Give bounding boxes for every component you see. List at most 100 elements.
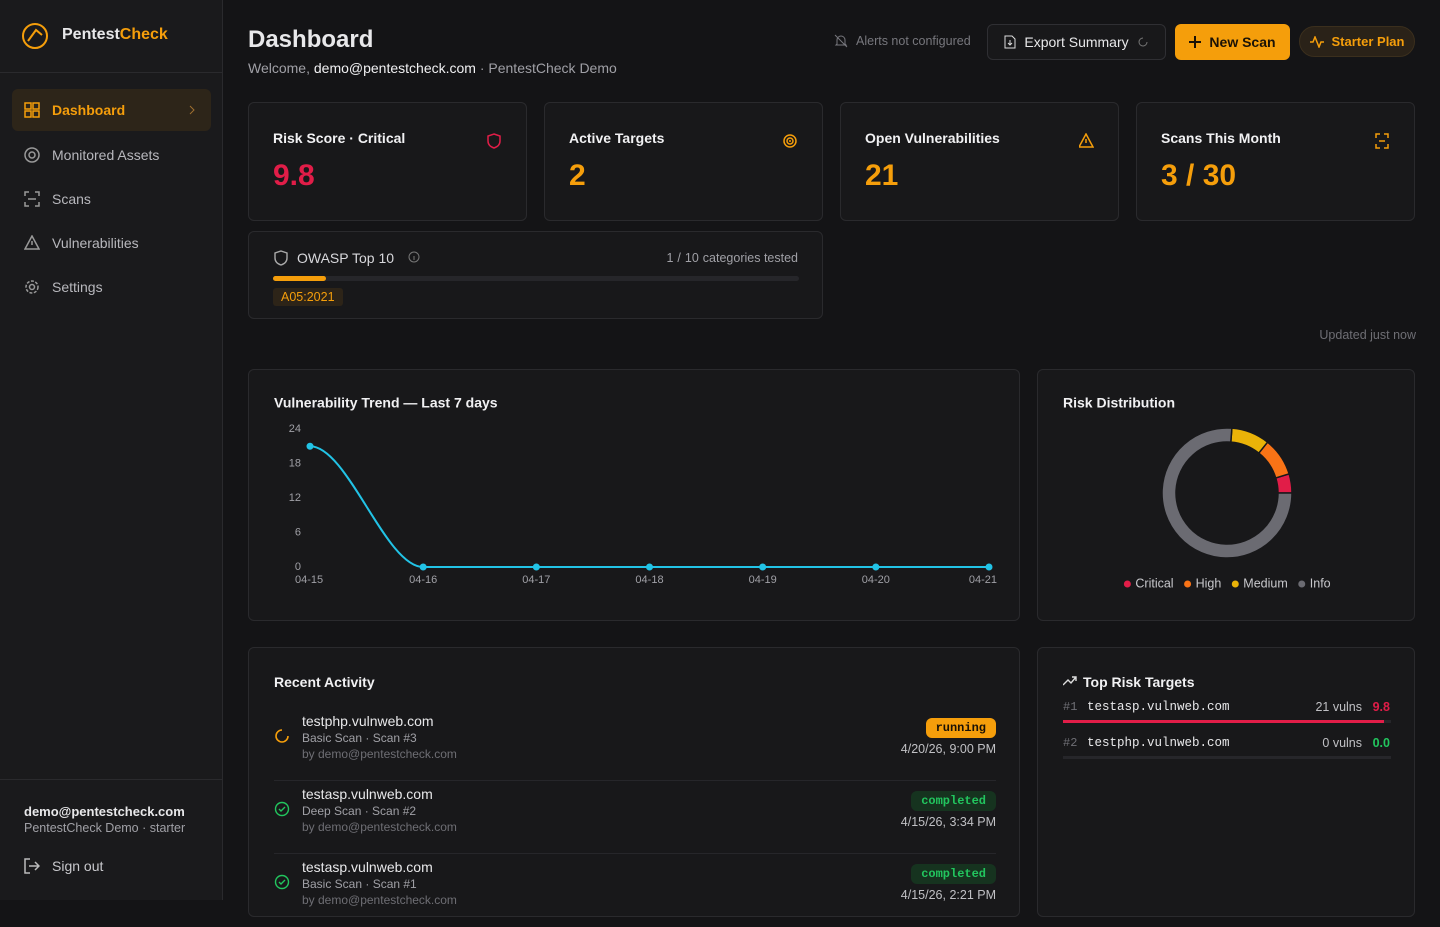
trend-point <box>872 563 880 571</box>
status-badge: running <box>925 718 996 738</box>
activity-row[interactable]: testasp.vulnweb.com Basic Scan · Scan #1… <box>274 854 996 927</box>
user-email: demo@pentestcheck.com <box>24 804 185 819</box>
chart-title: Risk Distribution <box>1063 395 1175 411</box>
sign-out-label: Sign out <box>52 858 104 874</box>
stat-card: Open Vulnerabilities 21 <box>840 102 1119 221</box>
owasp-unit: categories tested <box>702 251 798 265</box>
export-label: Export Summary <box>1024 34 1129 50</box>
risk-host: testasp.vulnweb.com <box>1087 700 1230 714</box>
trend-point <box>306 442 314 450</box>
nav-item[interactable]: Monitored Assets <box>12 134 211 176</box>
trend-point <box>985 563 993 571</box>
activity-row[interactable]: testphp.vulnweb.com Basic Scan · Scan #3… <box>274 708 996 781</box>
stat-value: 3 / 30 <box>1161 159 1237 192</box>
owasp-progress-text: 1/10 categories tested <box>666 251 798 265</box>
trend-point <box>646 563 653 571</box>
stat-label: Active Targets <box>569 130 665 146</box>
export-button[interactable]: Export Summary <box>987 24 1166 60</box>
stat-value: 2 <box>569 159 586 192</box>
risk-vulns: 0 vulns <box>1322 736 1362 750</box>
activity-scan: Basic Scan · Scan #3 <box>302 731 417 745</box>
owasp-progress-bar <box>273 276 326 281</box>
alerts-status: Alerts not configured <box>834 30 971 52</box>
trend-card: Vulnerability Trend — Last 7 days 0 6 12 18 2… <box>248 369 1020 621</box>
status-badge: completed <box>911 864 996 884</box>
legend: Critical High Medium Info <box>1123 576 1331 590</box>
page: PentestCheck Dashboard Monitored Assets … <box>0 0 1416 917</box>
activity-by: by demo@pentestcheck.com <box>302 893 457 907</box>
donut-slice <box>1230 427 1269 455</box>
brand-part: Pentest <box>62 26 120 43</box>
stat-icon <box>487 133 501 149</box>
x-tick-label: 04-20 <box>862 574 890 586</box>
legend-label: Info <box>1310 576 1331 590</box>
top-risk-card: Top Risk Targets #1 testasp.vulnweb.com 21… <box>1037 647 1415 917</box>
stat-card: Active Targets 2 <box>544 102 823 221</box>
legend-label: High <box>1196 576 1222 590</box>
stat-label: Open Vulnerabilities <box>865 130 1000 146</box>
activity-by: by demo@pentestcheck.com <box>302 820 457 834</box>
legend-swatch <box>1231 580 1239 588</box>
logo <box>22 23 48 49</box>
nav-label: Settings <box>52 279 103 295</box>
trend-line <box>309 445 989 568</box>
stat-icon <box>1375 133 1389 149</box>
stat-label: Risk Score · Critical <box>273 130 406 146</box>
risk-score: 9.8 <box>1372 700 1390 714</box>
activity-time: 4/15/26, 2:21 PM <box>900 888 996 902</box>
owasp-card: OWASP Top 10 1/10 categories tested A05:2… <box>248 231 823 319</box>
top-risk-title: Top Risk Targets <box>1083 674 1195 690</box>
trend-point <box>759 563 767 571</box>
risk-vulns: 21 vulns <box>1315 700 1362 714</box>
welcome: Welcome, demo@pentestcheck.com · Pentest… <box>248 60 617 76</box>
welcome-email: demo@pentestcheck.com <box>313 60 476 76</box>
y-tick-label: 18 <box>289 457 301 469</box>
plan-badge[interactable]: Starter Plan <box>1299 26 1415 57</box>
owasp-track <box>273 276 799 281</box>
nav-label: Scans <box>52 191 91 207</box>
nav-label: Dashboard <box>52 102 126 118</box>
activity-by: by demo@pentestcheck.com <box>302 747 457 761</box>
sign-out[interactable]: Sign out <box>12 845 211 887</box>
x-tick-label: 04-16 <box>409 574 437 586</box>
activity-row[interactable]: testasp.vulnweb.com Deep Scan · Scan #2 … <box>274 781 996 854</box>
activity-time: 4/20/26, 9:00 PM <box>900 742 996 756</box>
nav-item[interactable]: Settings <box>12 266 211 308</box>
nav-item[interactable]: Dashboard <box>12 89 211 131</box>
legend-swatch <box>1298 580 1306 588</box>
legend-label: Critical <box>1135 576 1173 590</box>
nav-label: Vulnerabilities <box>52 235 139 251</box>
nav-item[interactable]: Vulnerabilities <box>12 222 211 264</box>
risk-rank: #1 <box>1063 700 1078 714</box>
welcome-org: · PentestCheck Demo <box>479 60 617 76</box>
activity-time: 4/15/26, 3:34 PM <box>900 815 996 829</box>
line-chart: Vulnerability Trend — Last 7 days 0 6 12 18 2… <box>274 395 997 586</box>
new-scan-label: New Scan <box>1209 34 1276 50</box>
welcome-text: Welcome, <box>248 60 310 76</box>
owasp-title: OWASP Top 10 <box>297 250 395 266</box>
chart-title: Vulnerability Trend — Last 7 days <box>274 395 498 411</box>
risk-track <box>1063 720 1391 723</box>
nav-label: Monitored Assets <box>52 147 160 163</box>
legend-swatch <box>1123 580 1131 588</box>
updated-note: Updated just now <box>1319 328 1416 342</box>
owasp-tested: 1 <box>666 251 674 265</box>
sidebar: PentestCheck Dashboard Monitored Assets … <box>0 0 223 900</box>
activity-title: Recent Activity <box>274 674 375 690</box>
status-badge: completed <box>911 791 996 811</box>
y-tick-label: 24 <box>289 423 301 435</box>
trend-point <box>532 563 540 571</box>
stat-value: 21 <box>865 159 899 192</box>
x-tick-label: 04-21 <box>969 574 997 586</box>
user-org: PentestCheck Demo · starter <box>24 821 186 835</box>
x-tick-label: 04-19 <box>749 574 777 586</box>
new-scan-button[interactable]: New Scan <box>1175 24 1290 60</box>
risk-host: testphp.vulnweb.com <box>1087 736 1230 750</box>
risk-track <box>1063 756 1391 759</box>
owasp-total: 10 <box>684 251 699 265</box>
activity-target: testasp.vulnweb.com <box>302 786 433 802</box>
owasp-separator: / <box>677 251 681 265</box>
risk-bar <box>1063 720 1385 723</box>
nav-item[interactable]: Scans <box>12 178 211 220</box>
alerts-label: Alerts not configured <box>856 34 971 48</box>
